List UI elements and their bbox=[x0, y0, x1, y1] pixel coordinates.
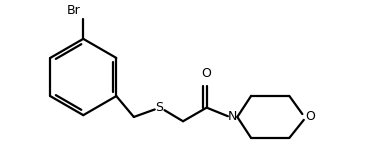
Text: O: O bbox=[305, 110, 315, 124]
Text: Br: Br bbox=[67, 4, 80, 17]
Text: O: O bbox=[202, 67, 212, 80]
Text: N: N bbox=[228, 110, 237, 124]
Text: S: S bbox=[155, 101, 164, 114]
